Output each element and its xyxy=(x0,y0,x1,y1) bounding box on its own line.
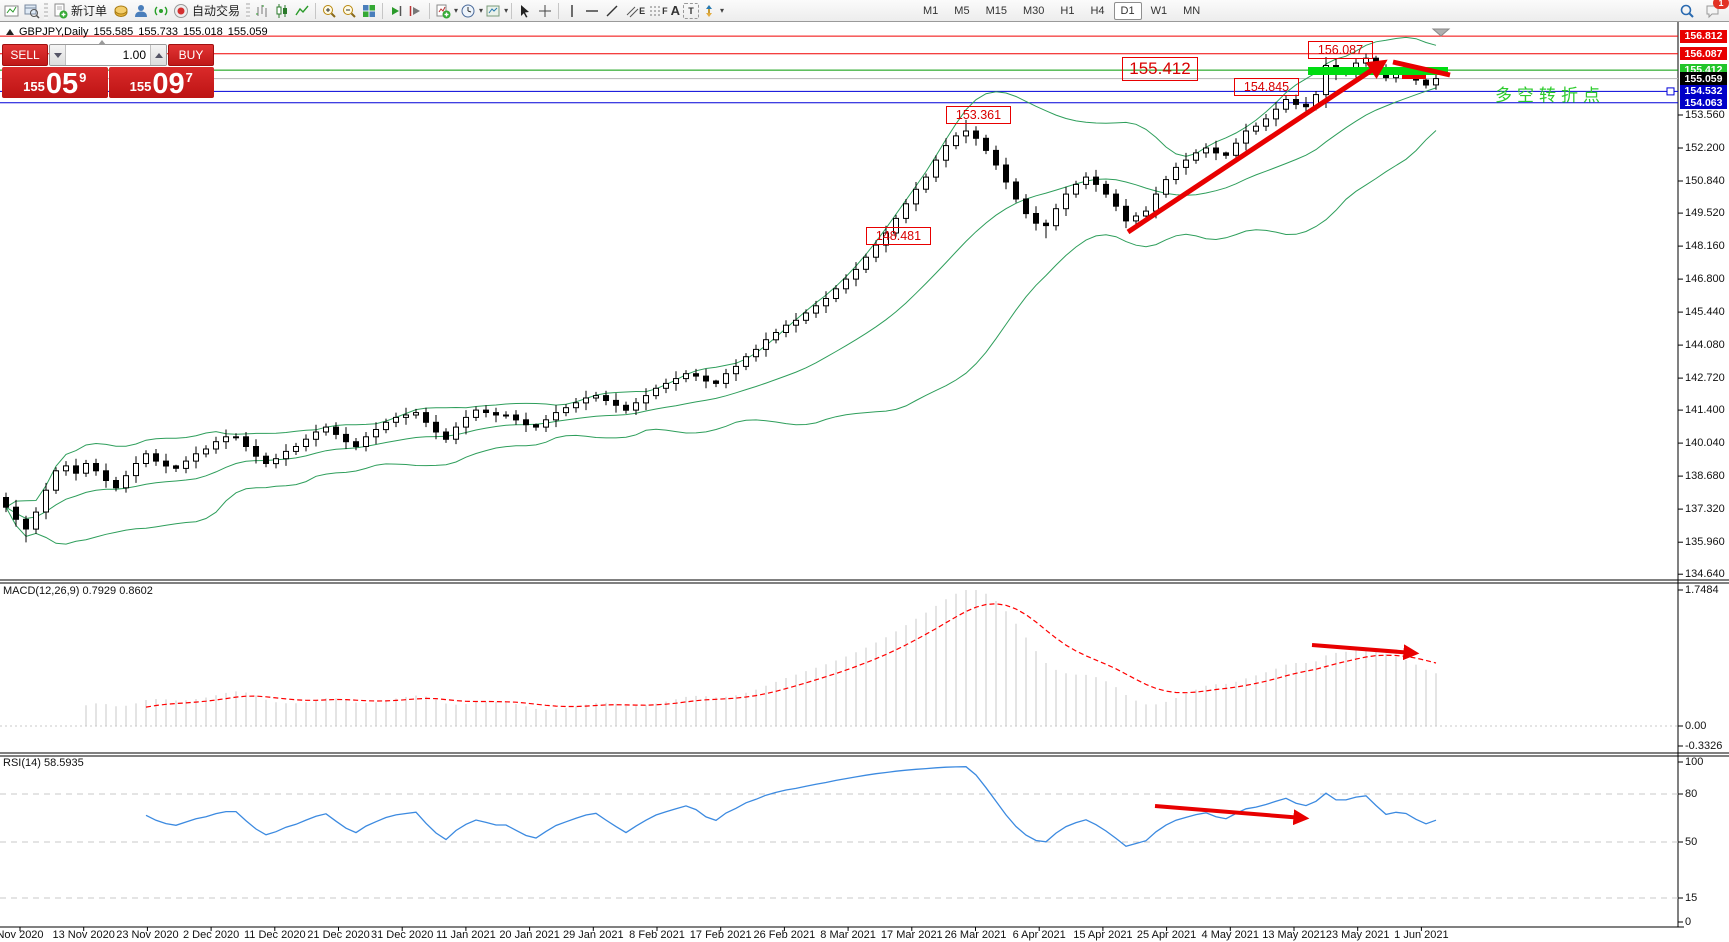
profiles-icon[interactable] xyxy=(22,1,42,21)
timeframe-button-mn[interactable]: MN xyxy=(1183,5,1201,17)
search-icon[interactable] xyxy=(1677,1,1697,21)
fibonacci-tool-icon[interactable] xyxy=(645,1,665,21)
rsi-trend-arrow[interactable] xyxy=(1154,804,1310,826)
rsi-indicator-label: RSI(14) 58.5935 xyxy=(3,757,84,769)
candlestick-series xyxy=(3,53,1439,543)
text-tool-icon[interactable]: A xyxy=(670,3,680,18)
chart-shift-icon[interactable] xyxy=(406,1,426,21)
candlestick-chart-icon[interactable] xyxy=(272,1,292,21)
indicators-icon[interactable] xyxy=(433,1,453,21)
line-chart-icon[interactable] xyxy=(292,1,312,21)
volume-stepper[interactable]: 1.00 xyxy=(49,44,167,66)
navigator-icon[interactable] xyxy=(131,1,151,21)
new-chart-icon[interactable] xyxy=(2,1,22,21)
symbol-name: GBPJPY,Daily xyxy=(19,26,89,38)
bar-chart-icon[interactable] xyxy=(252,1,272,21)
timeframe-button-m30[interactable]: M30 xyxy=(1022,5,1045,17)
indicators-dropdown-caret-icon[interactable]: ▾ xyxy=(454,6,459,15)
timeframe-button-m5[interactable]: M5 xyxy=(954,5,970,17)
templates-icon[interactable] xyxy=(483,1,503,21)
periods-clock-icon[interactable] xyxy=(458,1,478,21)
quote-low: 155.018 xyxy=(183,26,223,38)
timeframe-button-h1[interactable]: H1 xyxy=(1060,5,1075,17)
templates-dropdown-caret-icon[interactable]: ▾ xyxy=(504,6,509,15)
auto-scroll-icon[interactable] xyxy=(386,1,406,21)
timeframe-button-m1[interactable]: M1 xyxy=(923,5,939,17)
toolbar-separator xyxy=(382,2,384,19)
periods-dropdown-caret-icon[interactable]: ▾ xyxy=(479,6,484,15)
horizontal-line-tool-icon[interactable] xyxy=(582,1,602,21)
one-click-trading-panel: SELL 1.00 BUY 155 05 9 155 09 7 xyxy=(2,44,214,99)
macd-signal-line xyxy=(145,603,1437,708)
panel-collapse-arrow-icon[interactable] xyxy=(98,40,106,45)
annotation-text-cn[interactable]: 多空转折点 xyxy=(1495,86,1605,105)
equidistant-channel-tool-icon[interactable] xyxy=(622,1,642,21)
macd-indicator-label: MACD(12,26,9) 0.7929 0.8602 xyxy=(3,585,153,597)
sell-price[interactable]: 155 05 9 xyxy=(2,67,108,99)
buy-price[interactable]: 155 09 7 xyxy=(108,67,214,99)
cursor-icon[interactable] xyxy=(515,1,535,21)
timeframe-button-d1[interactable]: D1 xyxy=(1113,2,1142,20)
quote-high: 155.733 xyxy=(138,26,179,38)
new-order-icon[interactable] xyxy=(50,1,70,21)
trend-arrow-up xyxy=(1126,59,1388,235)
text-label-tool-icon[interactable]: T xyxy=(682,2,699,19)
trendline-tool-icon[interactable] xyxy=(602,1,622,21)
toolbar-separator xyxy=(511,2,513,19)
fibonacci-tool-letter: F xyxy=(662,5,668,16)
toolbar-separator xyxy=(315,2,317,19)
toolbar: 新订单 自动交易 xyxy=(0,0,1729,22)
trend-annotations[interactable] xyxy=(1126,28,1451,235)
toolbar-grip xyxy=(246,2,251,19)
chart-symbol-title: GBPJPY,Daily 155.585 155.733 155.018 155… xyxy=(6,26,268,38)
autotrading-label[interactable]: 自动交易 xyxy=(192,4,241,18)
timeframe-button-h4[interactable]: H4 xyxy=(1090,5,1105,17)
notification-badge: 1 xyxy=(1713,0,1729,9)
crosshair-icon[interactable] xyxy=(535,1,555,21)
symbol-marker-icon xyxy=(6,29,14,35)
timeframes-toolbar: M1 M5 M15 M30 H1 H4 D1 W1 MN xyxy=(915,0,1208,22)
toolbar-grip xyxy=(44,2,48,19)
rsi-line xyxy=(145,766,1437,848)
chat-notifications-icon[interactable]: 1 xyxy=(1703,0,1729,21)
volume-decrease-button[interactable] xyxy=(50,45,66,65)
market-watch-icon[interactable] xyxy=(111,1,131,21)
zoom-in-icon[interactable] xyxy=(319,1,339,21)
timeframe-button-w1[interactable]: W1 xyxy=(1150,5,1168,17)
volume-input[interactable]: 1.00 xyxy=(122,48,146,62)
toolbar-separator xyxy=(429,2,431,19)
pullback-line xyxy=(1392,59,1451,78)
signals-icon[interactable] xyxy=(151,1,171,21)
buy-button[interactable]: BUY xyxy=(168,44,214,66)
pane-frames xyxy=(0,22,1729,931)
new-order-label[interactable]: 新订单 xyxy=(71,4,108,18)
vertical-line-tool-icon[interactable] xyxy=(562,1,582,21)
arrows-dropdown-caret-icon[interactable]: ▾ xyxy=(719,6,724,15)
quote-close: 155.059 xyxy=(227,26,268,38)
volume-increase-button[interactable] xyxy=(150,45,166,65)
bollinger-bands xyxy=(5,36,1437,545)
macd-histogram xyxy=(85,590,1437,726)
autotrading-icon[interactable] xyxy=(171,1,191,21)
timeframe-button-m15[interactable]: M15 xyxy=(985,5,1007,17)
arrows-tool-icon[interactable] xyxy=(699,1,719,21)
toolbar-separator xyxy=(558,2,560,19)
tile-windows-icon[interactable] xyxy=(359,1,379,21)
scroll-end-marker-icon xyxy=(1431,28,1451,37)
horizontal-level-lines[interactable] xyxy=(0,35,1678,104)
quote-open: 155.585 xyxy=(93,26,134,38)
channel-tool-letter: E xyxy=(639,5,646,16)
macd-trend-arrow[interactable] xyxy=(1311,643,1420,661)
sell-button[interactable]: SELL xyxy=(2,44,48,66)
zoom-out-icon[interactable] xyxy=(339,1,359,21)
